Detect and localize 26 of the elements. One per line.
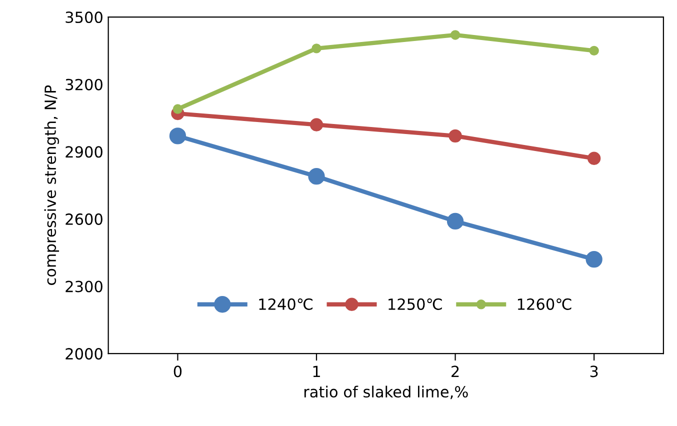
point: [310, 118, 324, 132]
x-axis-title: ratio of slaked lime,%: [304, 386, 468, 400]
point: [308, 168, 325, 185]
point: [586, 251, 602, 268]
point: [172, 104, 183, 114]
x-tick-label: 2: [452, 366, 459, 377]
y-axis-title: compressive strength, N/P: [44, 85, 60, 285]
y-tick-label: 2300: [66, 280, 102, 292]
legend-label: 1240℃: [259, 298, 312, 310]
y-tick-label: 2600: [66, 213, 102, 225]
x-tick-label: 3: [590, 366, 598, 378]
point: [589, 46, 599, 56]
x-tick-label: 0: [174, 366, 182, 378]
legend-label: 1260℃: [518, 298, 572, 310]
legend-label: 1250℃: [388, 298, 442, 310]
point: [169, 128, 186, 144]
point: [448, 129, 462, 143]
point: [450, 30, 460, 40]
x-tick-label: 1: [313, 366, 320, 377]
point: [312, 44, 322, 54]
point: [446, 212, 464, 230]
y-tick-label: 3500: [66, 12, 102, 24]
y-tick-label: 2900: [66, 146, 102, 158]
y-tick-label: 3200: [66, 78, 102, 90]
point: [587, 152, 601, 165]
y-tick-label: 2000: [66, 348, 102, 360]
